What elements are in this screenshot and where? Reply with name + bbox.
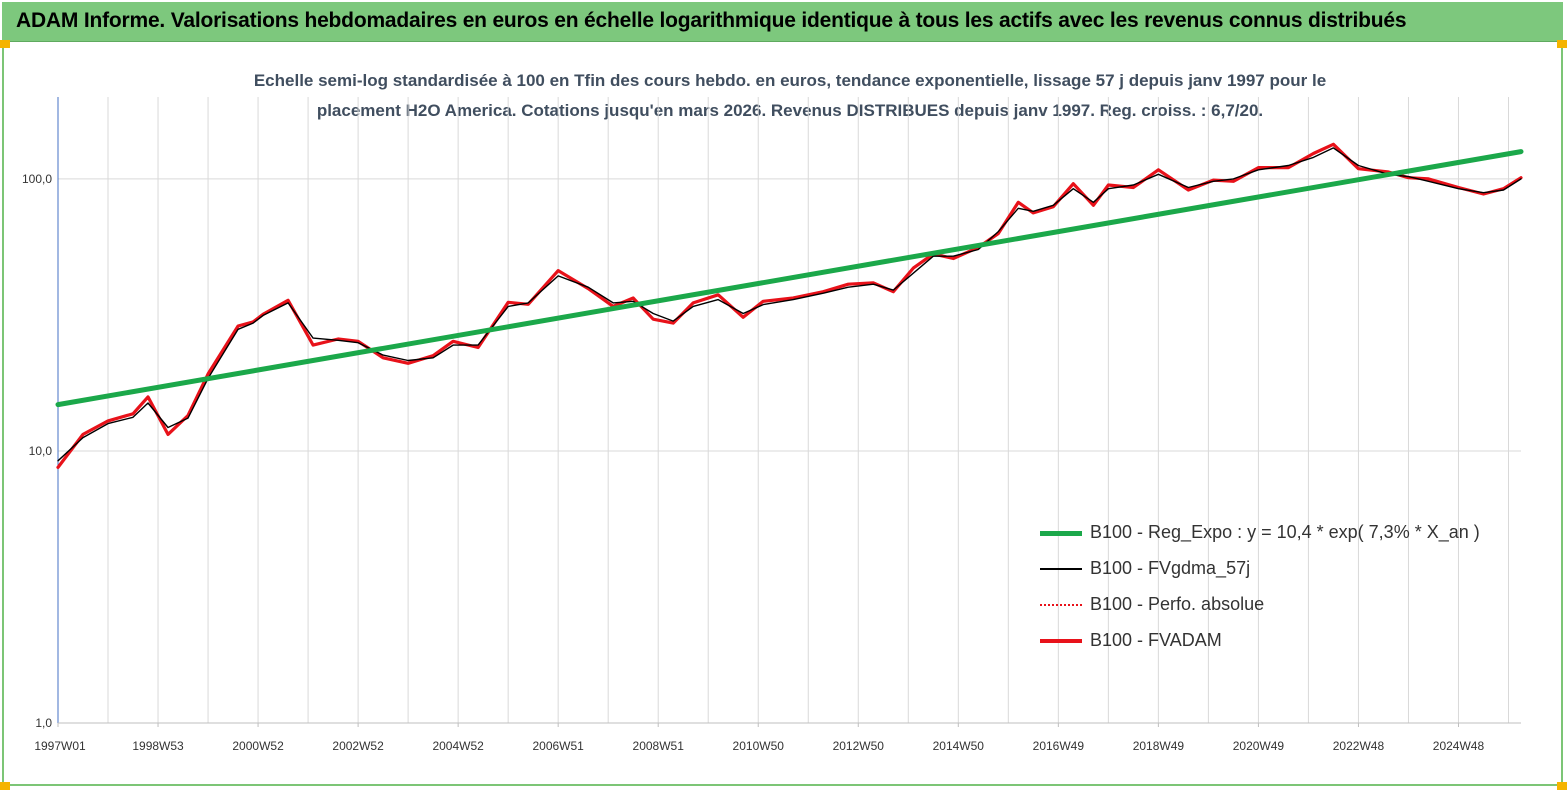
x-tick-label: 2014W50: [933, 739, 985, 753]
chart-title-line-2: placement H2O America. Cotations jusqu'e…: [316, 101, 1264, 120]
legend-swatch-fvadam: [1040, 639, 1082, 643]
report-title: ADAM Informe. Valorisations hebdomadaire…: [16, 9, 1407, 32]
y-tick-label: 100,0: [22, 172, 52, 186]
series-line-regression: [55, 149, 1524, 408]
x-tick-label: 2012W50: [833, 739, 885, 753]
corner-marker-top-right: [1557, 40, 1567, 48]
x-tick-label: 2004W52: [432, 739, 484, 753]
x-tick-label: 2000W52: [232, 739, 284, 753]
x-tick-label: 2016W49: [1033, 739, 1085, 753]
y-tick-label: 10,0: [29, 444, 53, 458]
report-banner: ADAM Informe. Valorisations hebdomadaire…: [2, 2, 1563, 42]
corner-marker-bottom-right: [1557, 782, 1567, 790]
series-line-fvadam: [56, 142, 1523, 469]
x-tick-label: 2022W48: [1333, 739, 1385, 753]
x-tick-label: 2006W51: [532, 739, 584, 753]
x-tick-label: 2018W49: [1133, 739, 1185, 753]
x-tick-label: 2024W48: [1433, 739, 1485, 753]
legend-swatch-regression: [1040, 531, 1082, 536]
chart-title: Echelle semi-log standardisée à 100 en T…: [200, 66, 1380, 126]
x-tick-label: 2020W49: [1233, 739, 1285, 753]
y-tick-label: 1,0: [35, 716, 52, 730]
legend-label-moving-average: B100 - FVgdma_57j: [1090, 558, 1251, 578]
legend-label-fvadam: B100 - FVADAM: [1090, 630, 1222, 650]
chart-title-line-1: Echelle semi-log standardisée à 100 en T…: [253, 71, 1327, 90]
x-tick-label: 1997W01: [34, 739, 86, 753]
legend-swatch-absolute-perf: [1040, 604, 1082, 606]
x-tick-label: 1998W53: [132, 739, 184, 753]
corner-marker-top-left: [0, 40, 10, 48]
series-line-moving-average: [57, 147, 1522, 462]
x-tick-label: 2002W52: [332, 739, 384, 753]
corner-marker-bottom-left: [0, 782, 10, 790]
x-tick-label: 2010W50: [733, 739, 785, 753]
legend-label-absolute-perf: B100 - Perfo. absolue: [1090, 594, 1265, 614]
legend-label-regression: B100 - Reg_Expo : y = 10,4 * exp( 7,3% *…: [1090, 522, 1480, 542]
legend-swatch-moving-average: [1040, 568, 1082, 570]
x-tick-label: 2008W51: [633, 739, 685, 753]
